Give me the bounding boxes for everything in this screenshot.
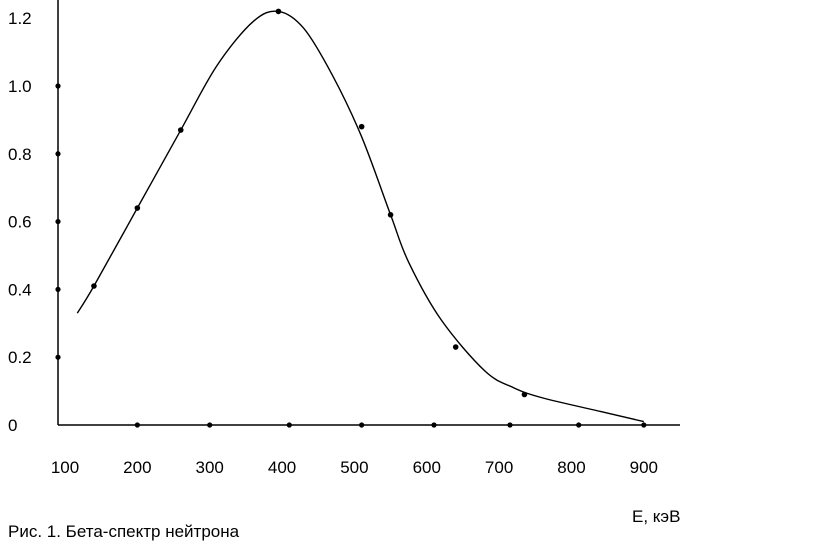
y-tick-label: 0.8 [8,145,32,164]
baseline-point [286,422,292,428]
x-tick-label: 500 [340,458,368,477]
figure-caption: Рис. 1. Бета-спектр нейтрона [8,522,240,541]
data-points [55,8,647,428]
data-point [177,127,184,133]
data-point [134,205,141,211]
y-tick-labels: 0 0.2 0.4 0.6 0.8 1.0 1.2 [8,9,32,435]
data-point [358,123,365,130]
x-tick-labels: 100 200 300 400 500 600 700 800 900 [51,458,658,477]
x-tick-label: 700 [485,458,513,477]
data-point [275,8,282,15]
axis-point [55,286,61,292]
x-tick-label: 800 [557,458,585,477]
baseline-point [576,422,582,428]
data-point [452,344,459,350]
y-tick-label: 1.2 [8,9,32,28]
baseline-point [359,422,365,428]
series-line [76,10,644,423]
axis-point [55,354,61,360]
x-tick-label: 600 [413,458,441,477]
baseline-point [507,422,513,428]
axis-point [55,151,61,157]
baseline-point [431,422,437,428]
x-tick-label: 100 [51,458,79,477]
baseline-point [207,422,213,428]
x-tick-label: 900 [630,458,658,477]
y-tick-label: 1.0 [8,77,32,96]
data-point [387,212,394,218]
y-tick-label: 0 [8,416,17,435]
axis-point [55,218,61,225]
axis-point [55,83,61,89]
x-tick-label: 300 [196,458,224,477]
x-tick-label: 400 [268,458,296,477]
baseline-point [134,422,140,428]
data-point [91,283,97,289]
x-tick-label: 200 [123,458,151,477]
data-point [521,391,528,398]
baseline-point [641,422,647,428]
y-tick-label: 0.2 [8,348,32,367]
x-axis-label: E, кэВ [632,507,680,526]
y-tick-label: 0.6 [8,213,32,232]
y-tick-label: 0.4 [8,280,32,299]
